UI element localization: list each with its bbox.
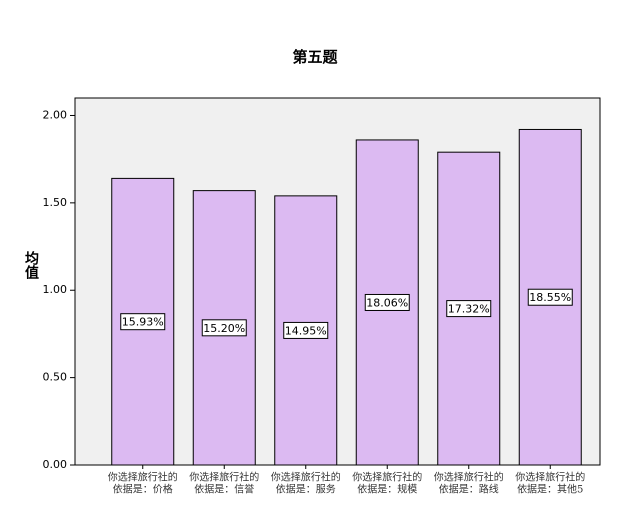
data-label: 18.06% bbox=[366, 296, 408, 309]
x-tick-label: 你选择旅行社的 bbox=[352, 471, 422, 484]
data-label-box bbox=[364, 293, 410, 311]
x-tick-label: 依据是：其他5 bbox=[517, 483, 583, 496]
data-label-box bbox=[527, 288, 573, 306]
x-tick-label: 你选择旅行社的 bbox=[189, 471, 259, 484]
data-label: 15.20% bbox=[203, 322, 245, 335]
data-label: 17.32% bbox=[448, 303, 490, 316]
x-tick-label: 依据是：路线 bbox=[439, 483, 499, 496]
chart-title: 第五题 bbox=[292, 48, 338, 66]
y-tick-label: 0.50 bbox=[43, 371, 68, 384]
y-tick-label: 1.00 bbox=[43, 283, 68, 296]
data-label-box bbox=[446, 300, 492, 318]
data-label-box bbox=[120, 313, 166, 331]
x-tick-label: 你选择旅行社的 bbox=[108, 471, 178, 484]
x-tick-label: 依据是：价格 bbox=[113, 483, 173, 496]
y-tick-label: 1.50 bbox=[43, 196, 68, 209]
data-label: 14.95% bbox=[285, 324, 327, 337]
x-tick-label: 依据是：服务 bbox=[276, 483, 336, 496]
data-label-box bbox=[201, 319, 247, 337]
x-tick-label: 依据是：规模 bbox=[357, 483, 417, 496]
y-tick-label: 2.00 bbox=[43, 108, 68, 121]
data-label: 15.93% bbox=[122, 316, 164, 329]
x-tick-label: 你选择旅行社的 bbox=[515, 471, 585, 484]
y-axis-label: 均值 bbox=[23, 250, 39, 279]
y-tick-label: 0.00 bbox=[43, 458, 68, 471]
x-tick-label: 你选择旅行社的 bbox=[271, 471, 341, 484]
data-label: 18.55% bbox=[529, 291, 571, 304]
x-tick-label: 你选择旅行社的 bbox=[434, 471, 504, 484]
x-tick-label: 依据是：信誉 bbox=[194, 483, 254, 496]
data-label-box bbox=[283, 321, 329, 339]
